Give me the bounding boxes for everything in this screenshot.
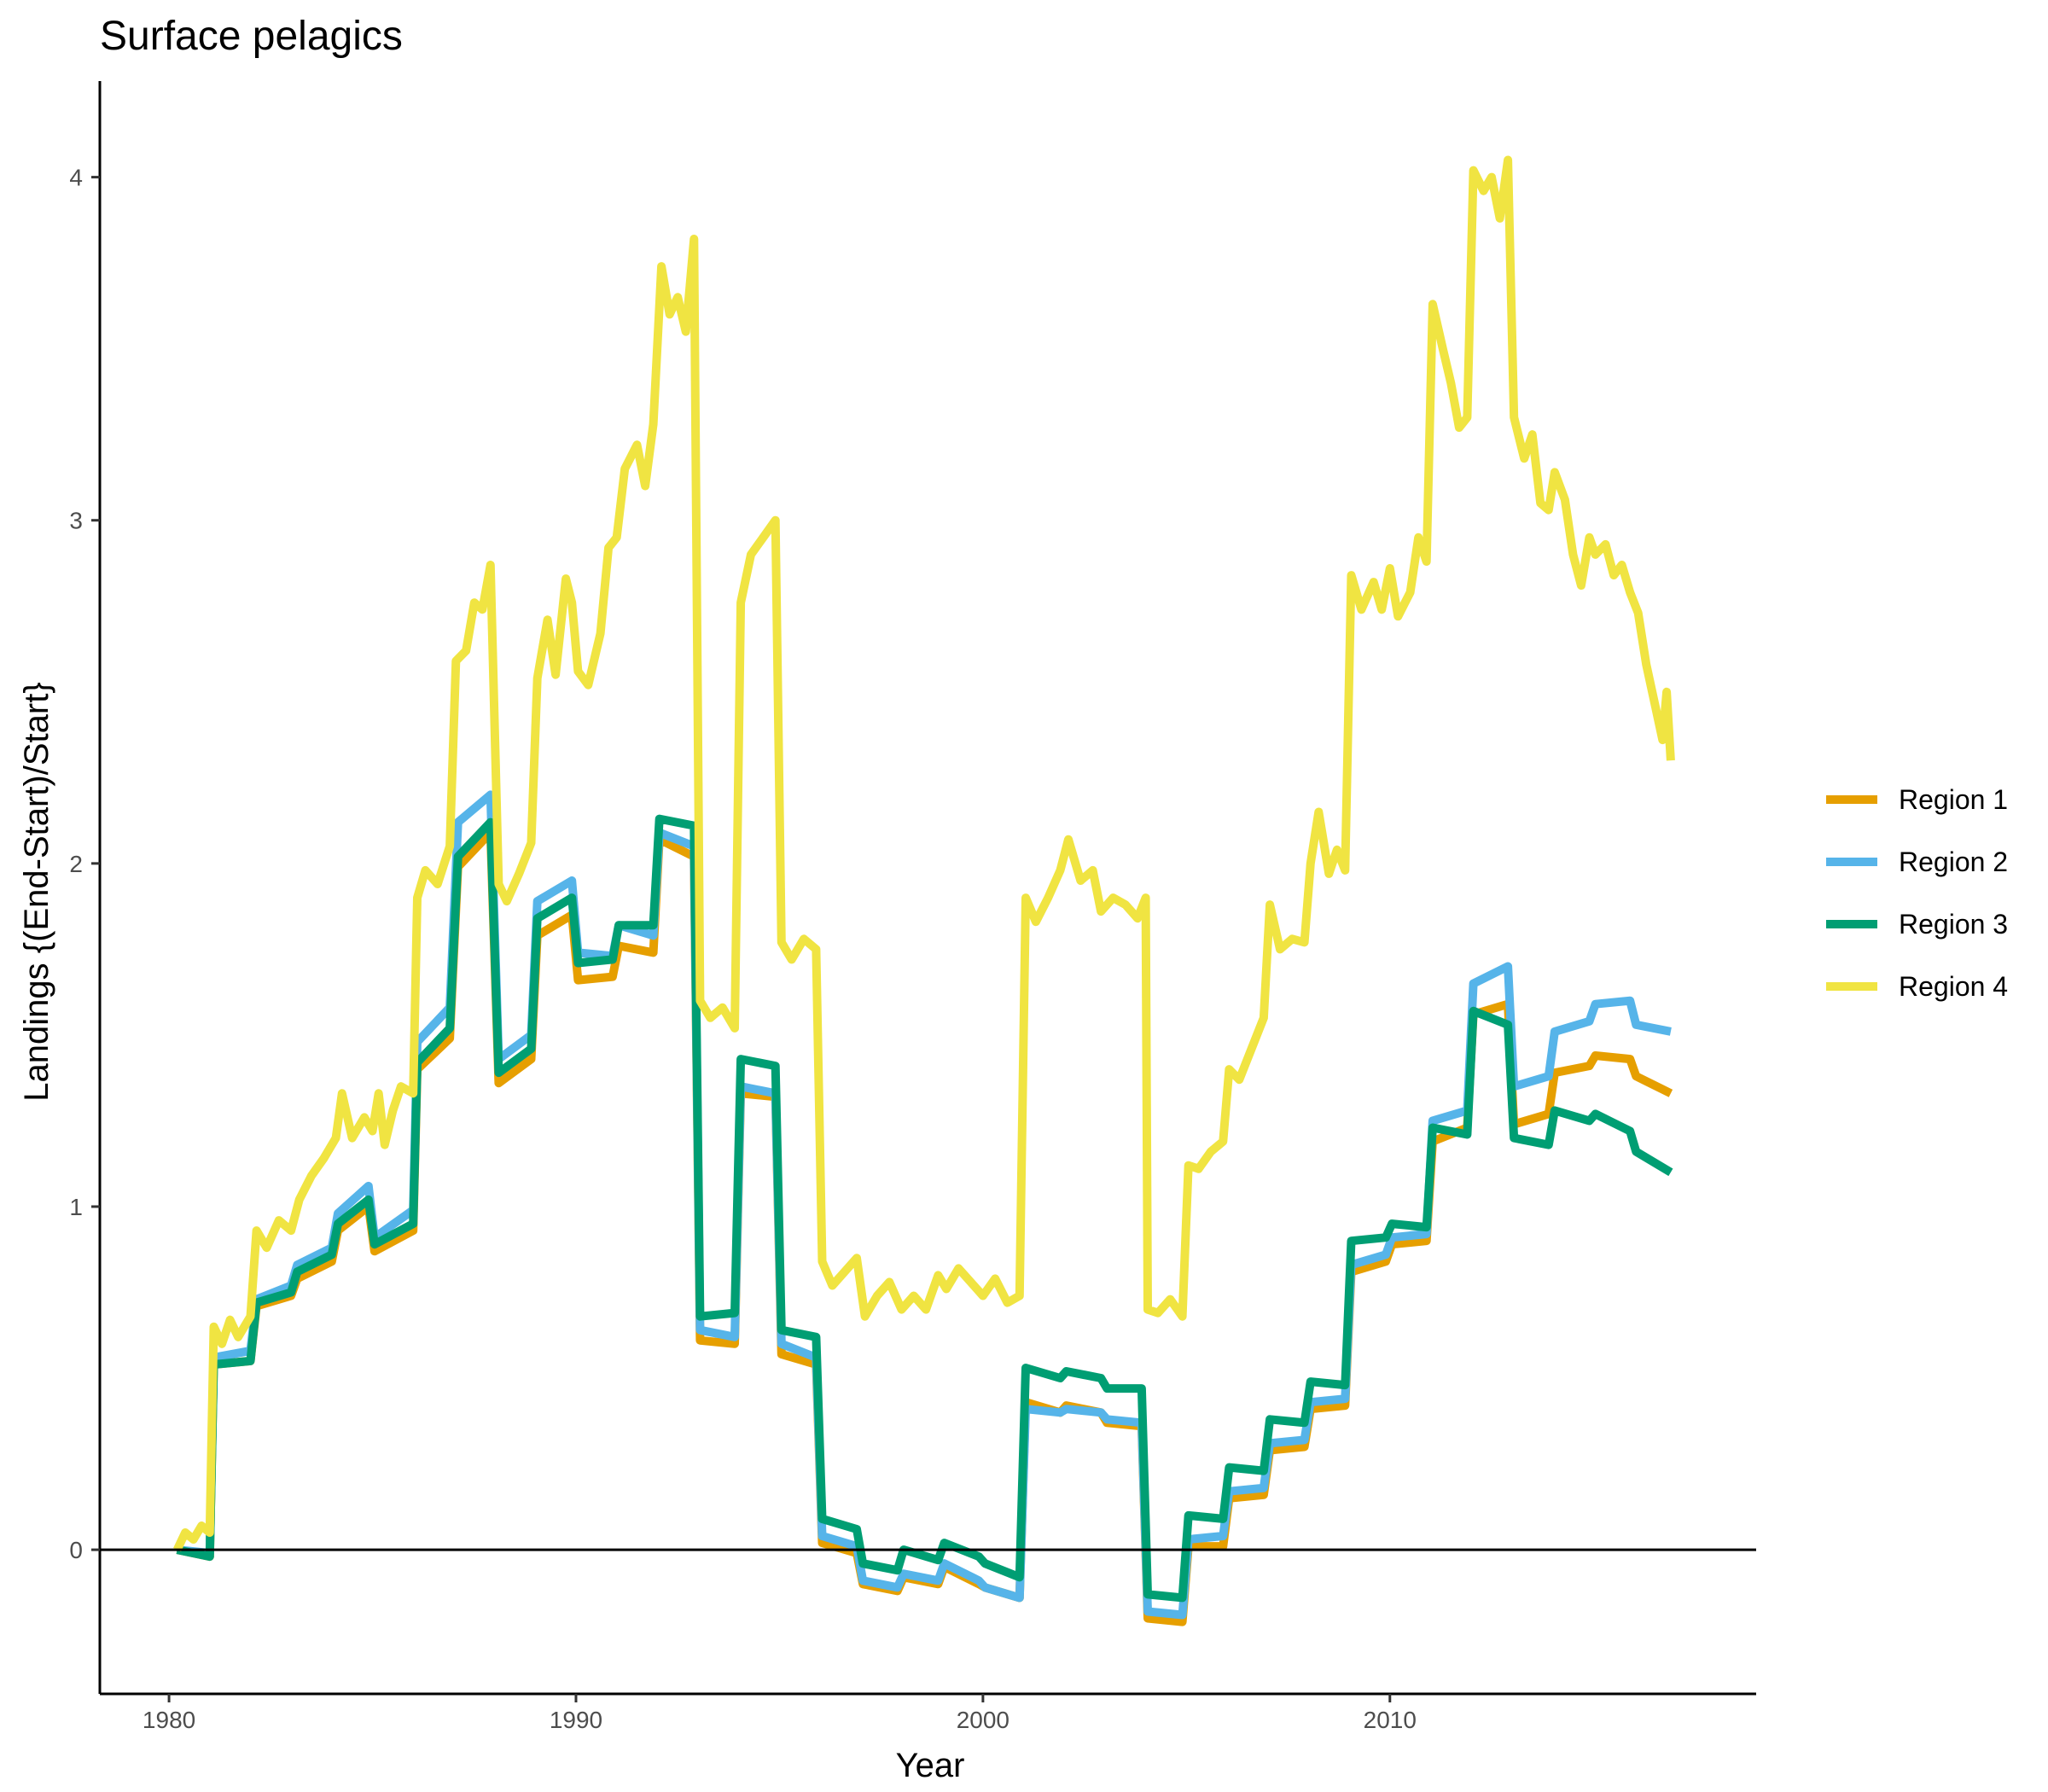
series-line-region-2 — [177, 790, 1672, 1620]
y-axis-title: Landings {(End-Start)/Start} — [18, 682, 55, 1101]
y-tick-label: 3 — [69, 508, 83, 534]
chart-title: Surface pelagics — [100, 14, 403, 59]
x-tick-label: 2010 — [1364, 1707, 1417, 1733]
legend-label-region-3: Region 3 — [1899, 909, 2008, 940]
x-tick-label: 1980 — [143, 1707, 195, 1733]
legend-label-region-4: Region 4 — [1899, 971, 2008, 1002]
series-line-region-4 — [173, 155, 1675, 1552]
y-tick-label: 4 — [69, 165, 83, 191]
x-axis-title: Year — [896, 1747, 965, 1784]
legend: Region 1 Region 2 Region 3 Region 4 — [1826, 784, 2008, 1002]
x-tick-label: 1990 — [550, 1707, 602, 1733]
series-layer — [173, 155, 1675, 1626]
series-line-region-3 — [176, 814, 1673, 1603]
x-tick-label: 2000 — [957, 1707, 1009, 1733]
axes-layer: 0 1 2 3 4 1980 1990 2000 2010 — [69, 81, 1756, 1733]
legend-label-region-1: Region 1 — [1899, 784, 2008, 815]
y-tick-label: 2 — [69, 851, 83, 877]
legend-label-region-2: Region 2 — [1899, 847, 2008, 877]
y-tick-label: 0 — [69, 1537, 83, 1563]
y-tick-label: 1 — [69, 1194, 83, 1220]
